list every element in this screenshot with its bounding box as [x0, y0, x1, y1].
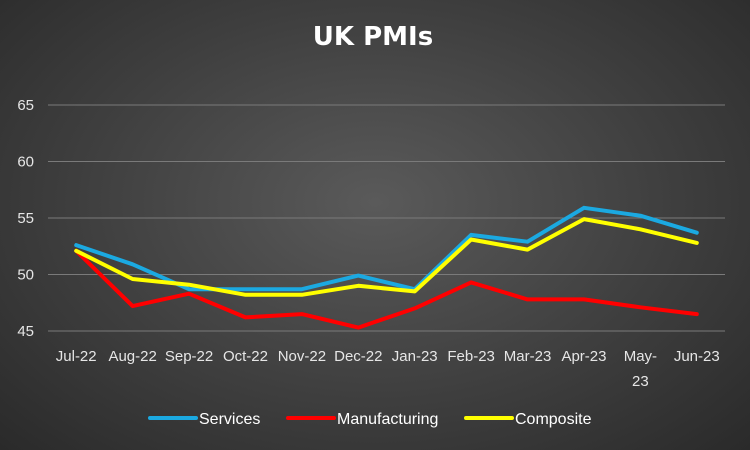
x-tick-label: Jun-23 [674, 348, 720, 365]
legend: Services Manufacturing Composite [148, 411, 592, 428]
y-tick-label: 50 [17, 267, 34, 284]
x-tick-label: Apr-23 [561, 348, 606, 365]
legend-label-services: Services [199, 411, 260, 428]
x-tick-label: Feb-23 [447, 348, 495, 365]
chart-title: UK PMIs [313, 22, 433, 52]
series-line-composite [74, 217, 699, 297]
x-tick-label: Aug-22 [108, 348, 156, 365]
gridlines [48, 104, 725, 332]
x-tick-label: Oct-22 [223, 348, 268, 365]
legend-label-composite: Composite [515, 411, 592, 428]
x-tick-label: Mar-23 [504, 348, 552, 365]
series-line-manufacturing [74, 248, 699, 330]
y-tick-label: 45 [17, 323, 34, 340]
x-axis-ticks: Jul-22 Aug-22 Sep-22 Oct-22 Nov-22 Dec-22 Jan-… [56, 348, 720, 390]
legend-label-manufacturing: Manufacturing [337, 411, 438, 428]
y-tick-label: 60 [17, 154, 34, 171]
x-tick-label: Dec-22 [334, 348, 382, 365]
series-line-services [74, 205, 699, 292]
y-axis-ticks: 45 50 55 60 65 [17, 97, 34, 340]
x-tick-label: Jul-22 [56, 348, 97, 365]
x-tick-label: Nov-22 [278, 348, 326, 365]
x-tick-label: May-23 [624, 348, 657, 390]
series-lines [74, 205, 699, 330]
x-tick-label: Sep-22 [165, 348, 213, 365]
y-tick-label: 55 [17, 210, 34, 227]
y-tick-label: 65 [17, 97, 34, 114]
x-tick-label: Jan-23 [392, 348, 438, 365]
